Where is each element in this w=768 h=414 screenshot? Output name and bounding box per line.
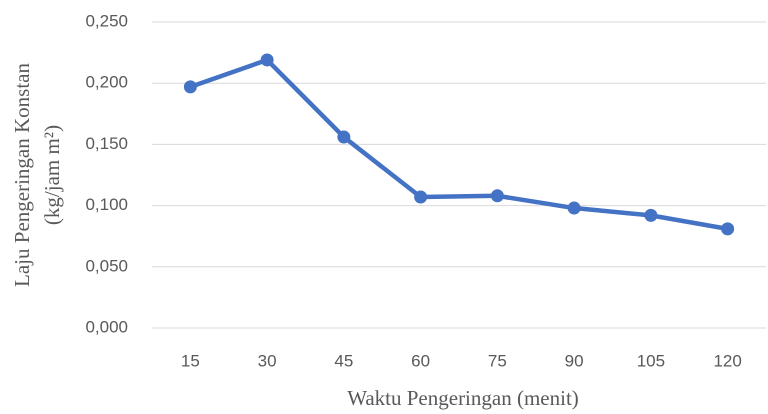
y-tick-label: 0,250 (85, 11, 128, 30)
x-tick-label: 105 (637, 351, 665, 370)
x-tick-label: 45 (334, 351, 353, 370)
marker (644, 208, 658, 222)
x-tick-label: 75 (488, 351, 507, 370)
marker (721, 222, 735, 236)
x-tick-label: 15 (181, 351, 200, 370)
x-tick-label: 30 (258, 351, 277, 370)
marker (567, 201, 581, 215)
y-tick-label: 0,050 (85, 256, 128, 275)
y-axis-title: Laju Pengeringan Konstan (10, 63, 34, 287)
y-tick-label: 0,100 (85, 195, 128, 214)
y-tick-label: 0,000 (85, 317, 128, 336)
x-tick-label: 90 (565, 351, 584, 370)
line (189, 57, 729, 232)
x-tick-label: 60 (411, 351, 430, 370)
y-tick-label: 0,200 (85, 73, 128, 92)
marker (260, 53, 274, 67)
y-axis-title: (kg/jam m²) (40, 125, 64, 225)
marker (183, 80, 197, 94)
marker (337, 130, 351, 144)
marker (414, 190, 428, 204)
x-tick-label: 120 (713, 351, 741, 370)
marker (490, 189, 504, 203)
y-tick-label: 0,150 (85, 134, 128, 153)
x-axis-title: Waktu Pengeringan (menit) (347, 386, 579, 410)
